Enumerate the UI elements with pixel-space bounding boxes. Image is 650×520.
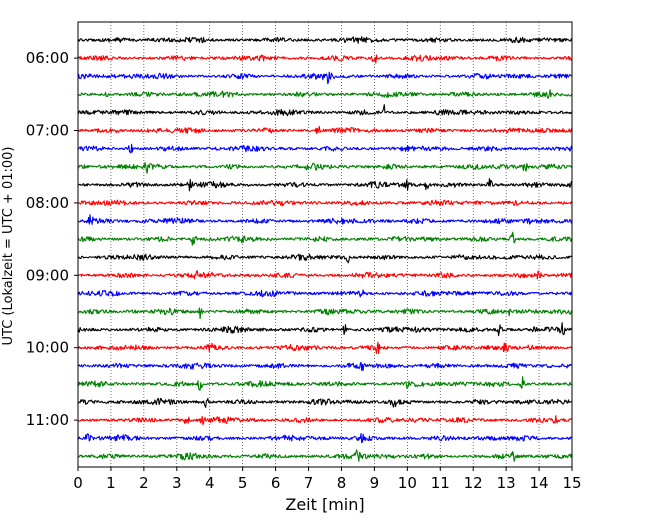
y-axis-label: UTC (Lokalzeit = UTC + 01:00) [1, 147, 16, 346]
x-tick-label: 2 [139, 474, 149, 492]
x-tick-label: 11 [431, 474, 450, 492]
trace-0545 [77, 36, 573, 44]
trace-0615 [77, 71, 573, 85]
x-tick-label: 14 [530, 474, 549, 492]
y-tick-label: 08:00 [26, 194, 69, 212]
trace-1100 [77, 415, 573, 426]
y-tick-label: 11:00 [26, 411, 69, 429]
y-tick-label: 10:00 [26, 339, 69, 357]
seismic-traces [77, 36, 573, 462]
x-tick-label: 9 [370, 474, 380, 492]
trace-1115 [77, 433, 573, 444]
trace-1045 [77, 397, 573, 408]
x-tick-label: 8 [337, 474, 347, 492]
y-axis-ticks: 06:00 07:00 08:00 09:00 10:00 11:00 [26, 49, 78, 429]
trace-0800 [77, 199, 573, 207]
trace-0645 [77, 104, 573, 117]
x-tick-label: 4 [205, 474, 215, 492]
trace-0630 [77, 89, 573, 99]
trace-0845 [77, 253, 573, 264]
y-tick-label: 07:00 [26, 122, 69, 140]
trace-1130 [77, 449, 573, 462]
trace-0715 [77, 143, 573, 154]
trace-0900 [77, 270, 573, 280]
trace-0730 [77, 162, 573, 174]
trace-0815 [77, 214, 573, 225]
trace-0600 [77, 54, 573, 64]
x-axis-label: Zeit [min] [285, 495, 364, 514]
trace-0830 [77, 231, 573, 246]
trace-1015 [77, 361, 573, 371]
trace-1000 [77, 341, 573, 355]
y-tick-label: 06:00 [26, 49, 69, 67]
vertical-grid [110, 22, 540, 467]
trace-0745 [77, 178, 573, 192]
trace-1030 [77, 376, 573, 391]
x-tick-label: 13 [497, 474, 516, 492]
x-tick-label: 5 [238, 474, 248, 492]
x-tick-label: 6 [271, 474, 281, 492]
trace-0945 [77, 322, 573, 337]
trace-0930 [77, 307, 573, 320]
trace-0915 [77, 289, 573, 298]
y-tick-label: 09:00 [26, 266, 69, 284]
x-tick-label: 10 [398, 474, 417, 492]
x-tick-label: 0 [73, 474, 83, 492]
x-tick-label: 15 [562, 474, 581, 492]
x-tick-label: 12 [464, 474, 483, 492]
plot-frame [77, 21, 573, 468]
x-axis-ticks: 0 1 2 3 4 5 6 7 8 9 10 11 12 13 14 15 [73, 467, 582, 492]
x-tick-label: 7 [304, 474, 314, 492]
x-tick-label: 1 [106, 474, 116, 492]
x-tick-label: 3 [172, 474, 182, 492]
trace-0700 [77, 125, 573, 134]
